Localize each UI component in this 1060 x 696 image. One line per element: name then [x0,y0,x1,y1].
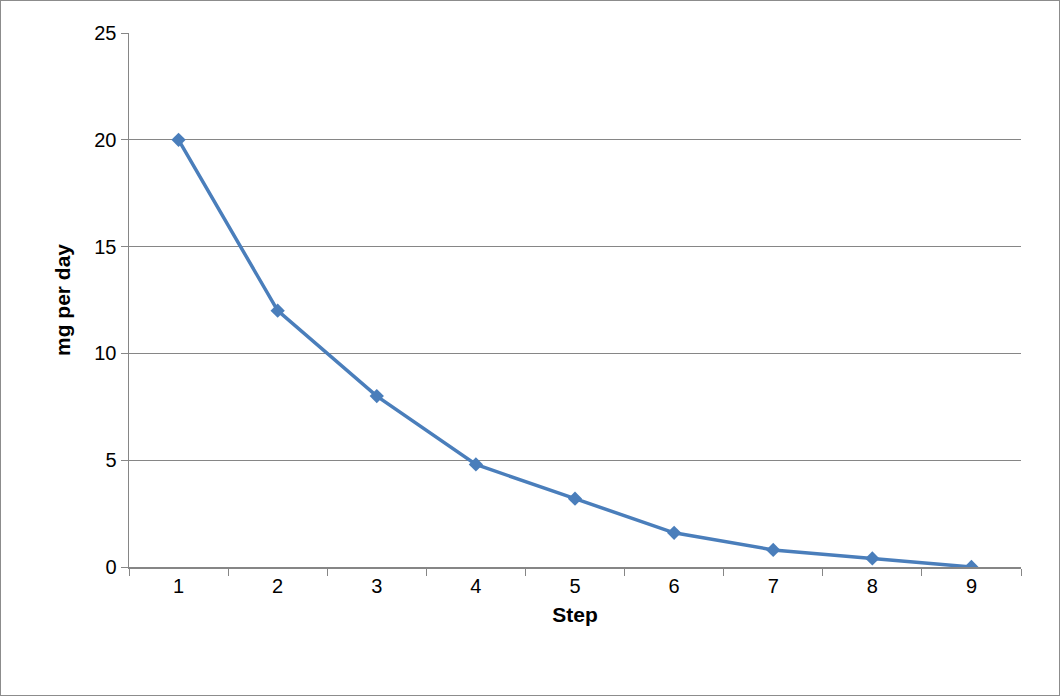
svg-text:6: 6 [669,575,680,597]
svg-text:9: 9 [966,575,977,597]
svg-text:15: 15 [94,236,116,258]
svg-text:2: 2 [272,575,283,597]
svg-text:5: 5 [105,449,116,471]
svg-text:1: 1 [173,575,184,597]
svg-text:10: 10 [94,342,116,364]
svg-text:0: 0 [105,556,116,578]
svg-text:25: 25 [94,22,116,44]
svg-text:8: 8 [867,575,878,597]
svg-text:5: 5 [569,575,580,597]
svg-text:20: 20 [94,129,116,151]
svg-text:Step: Step [552,603,598,626]
svg-text:4: 4 [470,575,481,597]
svg-text:mg per day: mg per day [51,244,74,356]
svg-text:7: 7 [768,575,779,597]
svg-text:3: 3 [371,575,382,597]
